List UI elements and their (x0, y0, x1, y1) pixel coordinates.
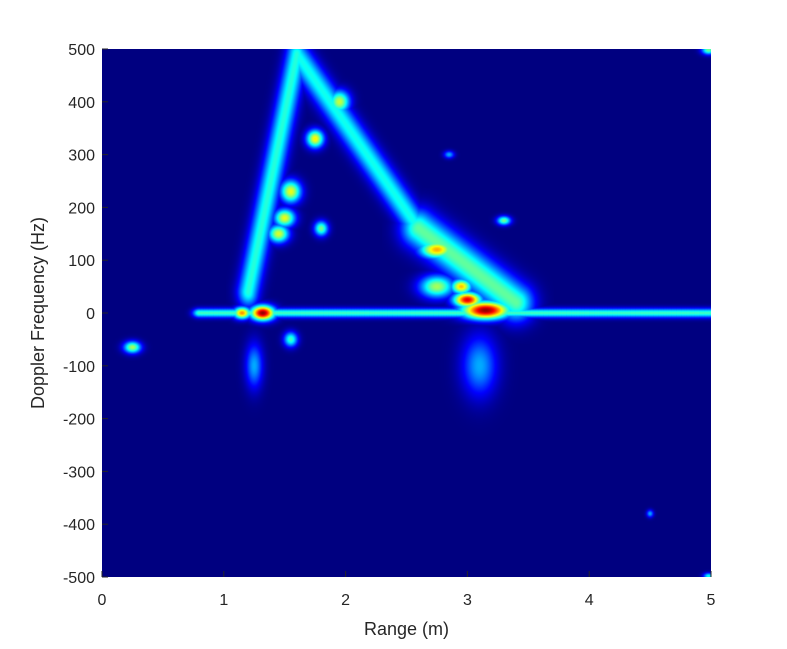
x-tick-label: 1 (219, 592, 228, 609)
y-axis: 500 400 300 200 100 0 -100 -200 -300 -400 -500 (63, 42, 108, 587)
heatmap-image (102, 49, 711, 577)
x-tick-label: 3 (463, 592, 472, 609)
x-axis: 0 1 2 3 4 5 (98, 571, 716, 609)
y-tick-label: -400 (63, 517, 95, 534)
y-tick-label: 200 (68, 200, 95, 217)
y-tick-label: -500 (63, 570, 95, 587)
y-axis-label: Doppler Frequency (Hz) (28, 217, 48, 409)
y-tick-label: 300 (68, 148, 95, 165)
y-tick-label: -200 (63, 412, 95, 429)
heatmap-image-container (102, 49, 711, 577)
y-tick-label: 400 (68, 95, 95, 112)
y-tick-label: -100 (63, 359, 95, 376)
x-tick-label: 0 (98, 592, 107, 609)
y-tick-label: 100 (68, 253, 95, 270)
y-tick-label: 500 (68, 42, 95, 59)
x-tick-label: 4 (585, 592, 594, 609)
x-tick-label: 2 (341, 592, 350, 609)
y-tick-label: -300 (63, 464, 95, 481)
y-tick-label: 0 (86, 306, 95, 323)
x-axis-label: Range (m) (364, 619, 449, 639)
x-tick-label: 5 (707, 592, 716, 609)
